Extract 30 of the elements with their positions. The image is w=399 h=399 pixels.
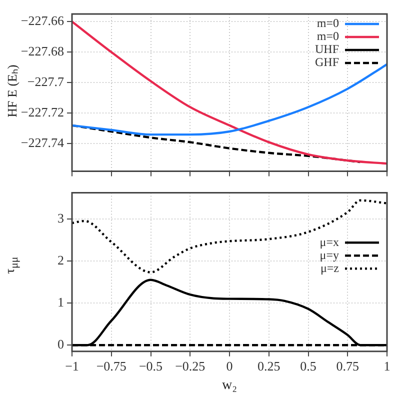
y-tick-label: 2 [58, 252, 64, 268]
x-tick-label: 0.75 [336, 358, 359, 374]
line-series [72, 124, 362, 164]
line-series [72, 20, 387, 165]
legend-label: UHF [314, 42, 340, 56]
y-tick-label: −227.66 [20, 13, 64, 28]
y-tick-label: −227.68 [20, 44, 64, 59]
y-tick-label: −227.7 [27, 74, 64, 90]
y-axis-title: HF E (Eₕ) [3, 64, 20, 118]
x-tick-label: −1 [65, 358, 79, 374]
y-tick-label: −227.72 [20, 104, 64, 120]
x-tick-label: −0.5 [138, 358, 163, 374]
x-tick-label: 0.5 [300, 358, 316, 374]
x-tick-label: 0.25 [258, 358, 280, 374]
legend-label: m=0 [316, 16, 339, 30]
x-tick-label: −0.75 [96, 358, 126, 374]
y-tick-label: 3 [58, 210, 64, 226]
y-tick-label: −227.74 [20, 135, 64, 150]
legend-label: μ=z [320, 260, 339, 275]
legend-label: GHF [314, 55, 340, 70]
x-tick-label: −0.25 [175, 358, 206, 374]
legend-label: μ=y [320, 248, 339, 262]
y-tick-label: 1 [58, 294, 64, 310]
x-tick-label: 0 [226, 358, 233, 374]
line-series [72, 199, 387, 274]
legend-label: m=0 [316, 29, 339, 44]
x-axis-title: w₂ [221, 378, 238, 395]
x-tick-label: 1 [384, 358, 390, 374]
legend-label: μ=x [320, 234, 339, 249]
y-tick-label: 0 [58, 336, 64, 352]
